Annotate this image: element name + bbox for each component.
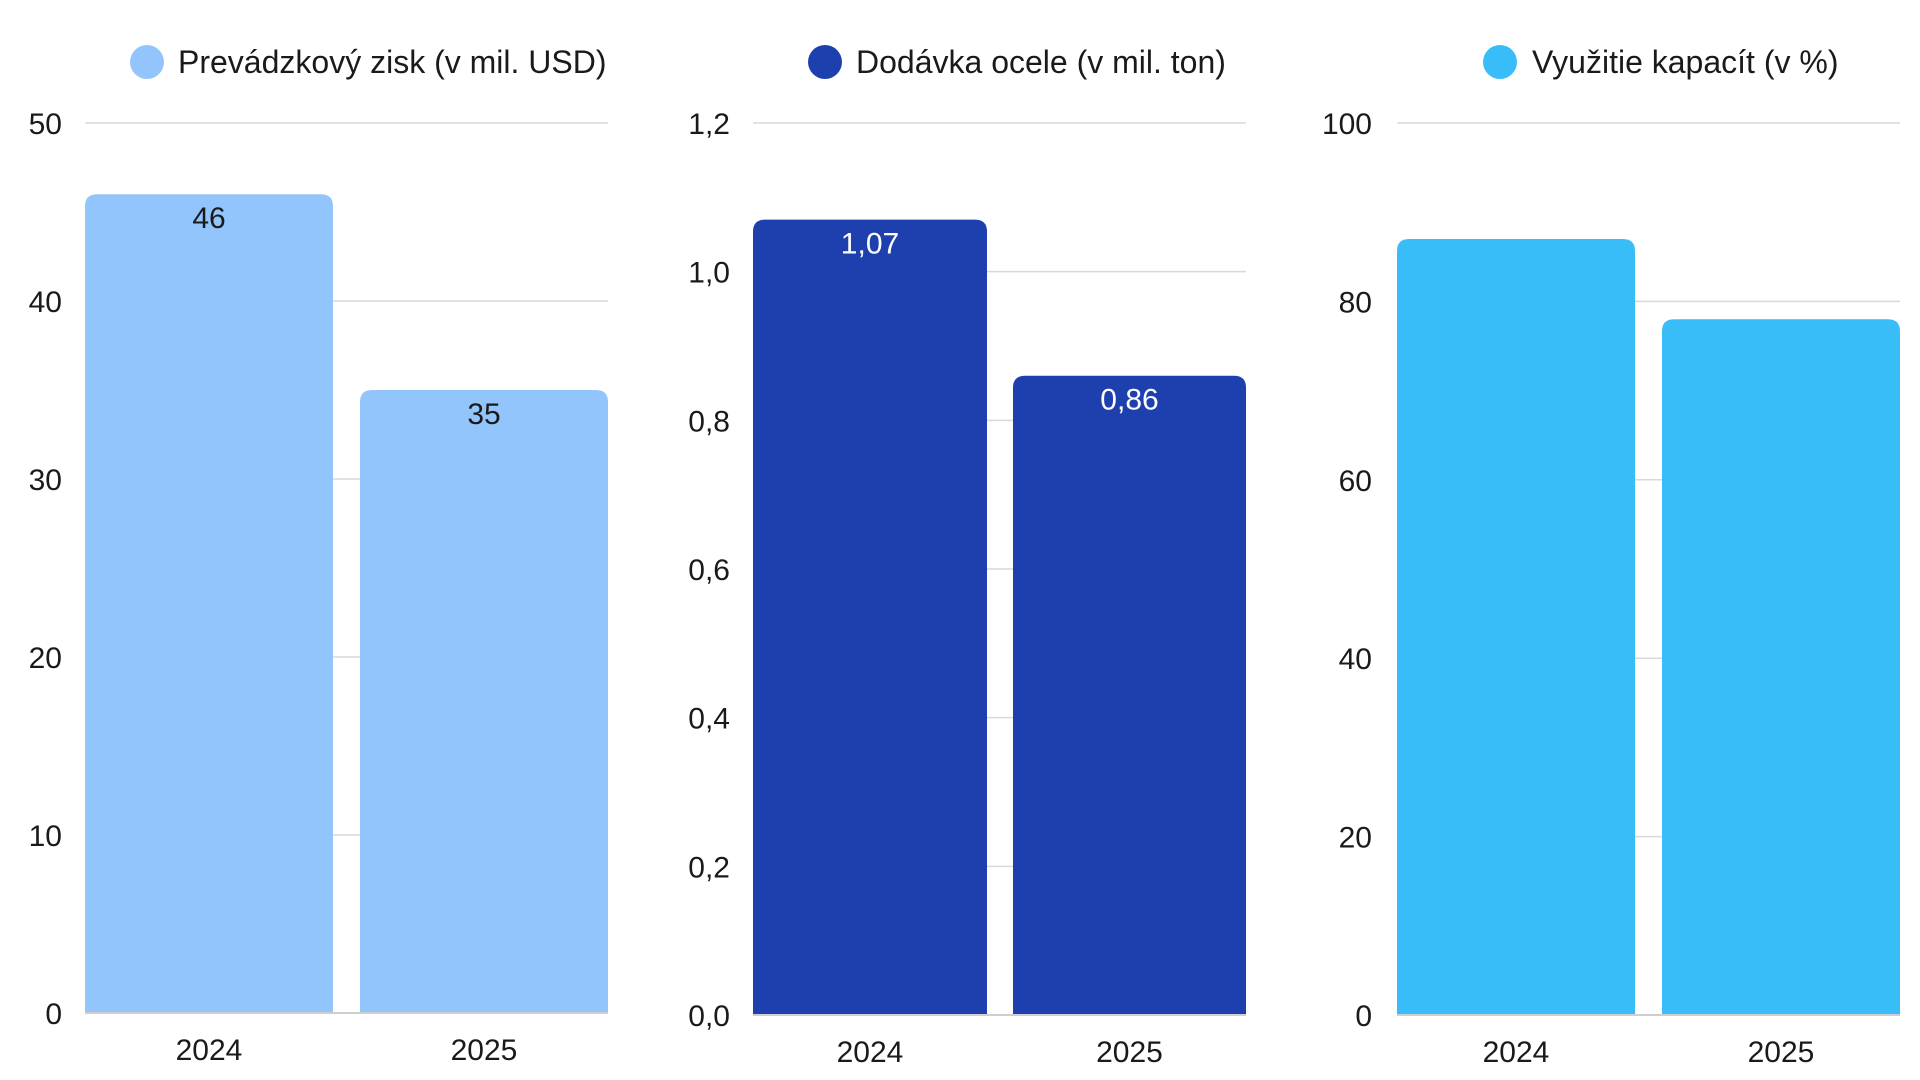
y-tick-label-3-3: 60 [1339,465,1372,498]
legend-label-3: Využitie kapacít (v %) [1532,44,1838,80]
y-tick-label-1-2: 20 [29,642,62,675]
y-tick-label-2-1: 0,2 [688,851,730,884]
y-tick-label-1-0: 0 [45,998,62,1031]
data-label-1-0: 46 [192,202,225,235]
y-tick-label-2-5: 1,0 [688,257,730,290]
bar-1-2025 [360,390,608,1013]
y-tick-label-1-1: 10 [29,820,62,853]
y-tick-label-2-2: 0,4 [688,703,730,736]
legend-swatch-2 [808,45,842,79]
y-tick-label-3-0: 0 [1355,1000,1372,1033]
data-label-2-0: 1,07 [841,228,899,261]
y-tick-label-2-0: 0,0 [688,1000,730,1033]
x-tick-label-3-1: 2025 [1748,1036,1815,1069]
bar-3-2024 [1397,238,1635,1015]
y-tick-label-2-3: 0,6 [688,554,730,587]
x-tick-label-2-0: 2024 [837,1036,904,1069]
y-tick-label-1-4: 40 [29,286,62,319]
y-tick-label-3-5: 100 [1322,108,1372,141]
x-tick-label-1-1: 2025 [451,1034,518,1067]
x-tick-label-1-0: 2024 [176,1034,243,1067]
y-tick-label-1-5: 50 [29,108,62,141]
y-tick-label-3-4: 80 [1339,286,1372,319]
bar-2-2025 [1013,375,1246,1015]
x-tick-label-3-0: 2024 [1483,1036,1550,1069]
data-label-2-1: 0,86 [1100,384,1158,417]
x-tick-label-2-1: 2025 [1096,1036,1163,1069]
bar-3-2025 [1662,319,1900,1015]
y-tick-label-2-4: 0,8 [688,405,730,438]
bar-2-2024 [753,219,987,1016]
legend-swatch-1 [130,45,164,79]
data-label-1-1: 35 [467,398,500,431]
bar-1-2024 [85,194,333,1013]
y-tick-label-2-6: 1,2 [688,108,730,141]
legend-swatch-3 [1483,45,1517,79]
legend-label-2: Dodávka ocele (v mil. ton) [856,44,1226,80]
legend-label-1: Prevádzkový zisk (v mil. USD) [178,44,607,80]
y-tick-label-1-3: 30 [29,464,62,497]
y-tick-label-3-1: 20 [1339,822,1372,855]
y-tick-label-3-2: 40 [1339,643,1372,676]
